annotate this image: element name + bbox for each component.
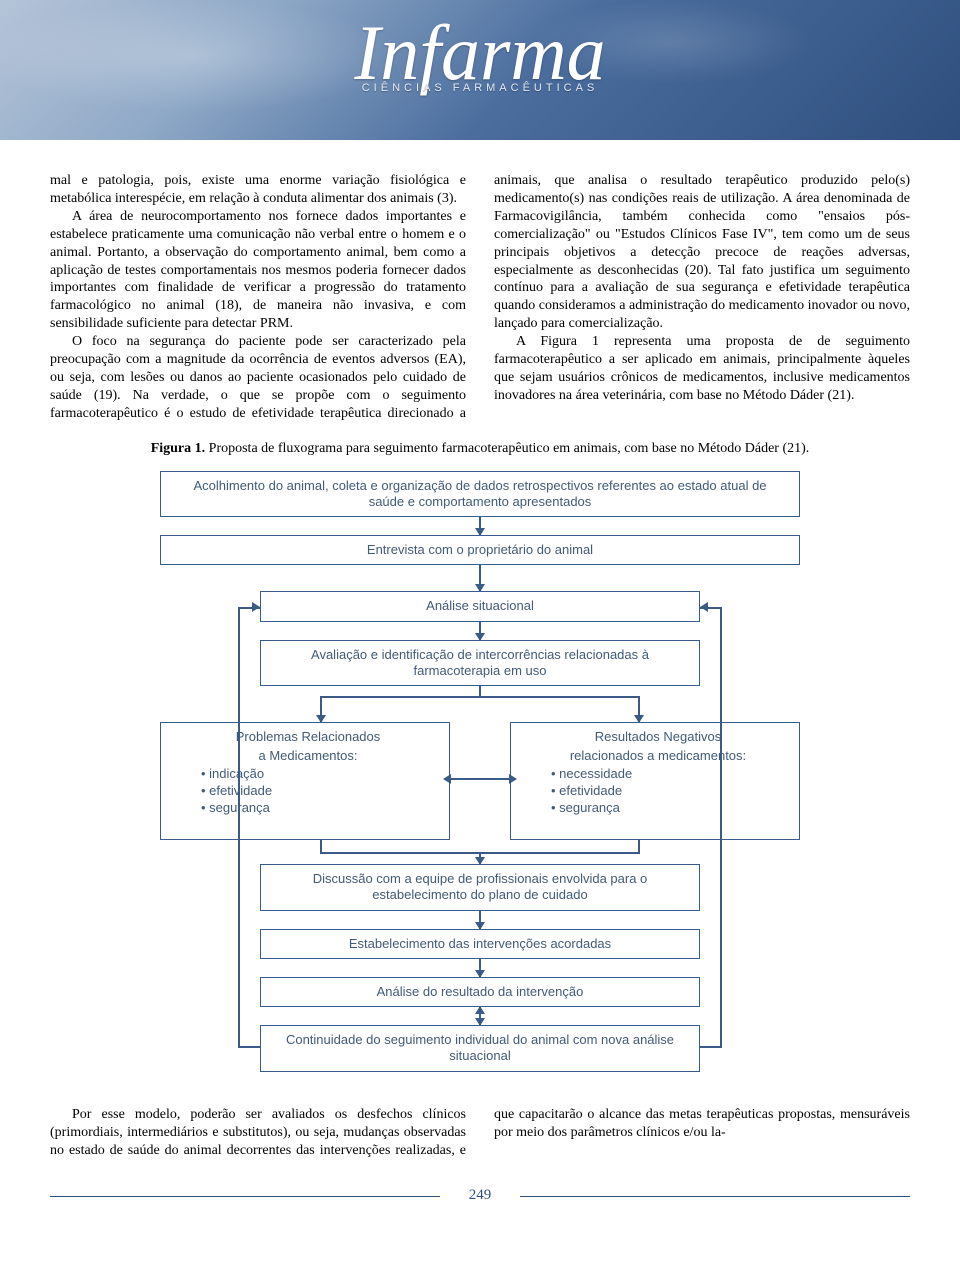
flow-connector (479, 517, 481, 535)
flow-box-analise: Análise situacional (260, 591, 700, 621)
flow-connector (479, 622, 481, 640)
figure-label: Figura 1. (151, 441, 205, 456)
arrow-icon (700, 602, 708, 612)
flow-connector (479, 959, 481, 977)
flow-loop-left (238, 607, 260, 1049)
flow-box-prm: Problemas Relacionados a Medicamentos: i… (160, 722, 450, 840)
flow-box-acolhimento: Acolhimento do animal, coleta e organiza… (160, 471, 800, 518)
paragraph: Por esse modelo, poderão ser avaliados o… (50, 1106, 910, 1160)
list-item: efetividade (201, 783, 435, 800)
list-item: segurança (201, 800, 435, 817)
logo-subtitle: CIÊNCIAS FARMACÊUTICAS (0, 82, 960, 94)
paragraph: A área de neurocomportamento nos fornece… (50, 208, 466, 333)
flow-connector (479, 1007, 481, 1025)
flow-box-intervencoes: Estabelecimento das intervenções acordad… (260, 929, 700, 959)
arrow-icon (252, 602, 260, 612)
figure-caption-text: Proposta de fluxograma para seguimento f… (205, 441, 809, 456)
flow-box-entrevista: Entrevista com o proprietário do animal (160, 535, 800, 565)
double-arrow-icon (450, 778, 510, 780)
box-title: relacionados a medicamentos: (531, 748, 785, 765)
box-list: necessidade efetividade segurança (551, 766, 785, 816)
page-content: mal e patologia, pois, existe uma enorme… (0, 140, 960, 1244)
list-item: efetividade (551, 783, 785, 800)
flow-connector (479, 911, 481, 929)
flowchart: Acolhimento do animal, coleta e organiza… (160, 471, 800, 1072)
figure-caption: Figura 1. Proposta de fluxograma para se… (50, 441, 910, 457)
list-item: necessidade (551, 766, 785, 783)
flow-loop-right (700, 607, 722, 1049)
paragraph: A Figura 1 representa uma proposta de de… (494, 333, 910, 405)
list-item: segurança (551, 800, 785, 817)
page-number: 249 (50, 1187, 910, 1204)
box-list: indicação efetividade segurança (201, 766, 435, 816)
logo-title: Infarma (0, 18, 960, 88)
flow-box-continuidade: Continuidade do seguimento individual do… (260, 1025, 700, 1072)
flow-box-avaliacao: Avaliação e identificação de intercorrên… (260, 640, 700, 687)
journal-header-banner: Infarma CIÊNCIAS FARMACÊUTICAS (0, 0, 960, 140)
body-two-columns: mal e patologia, pois, existe uma enorme… (50, 172, 910, 423)
box-title: Resultados Negativos (531, 729, 785, 746)
list-item: indicação (201, 766, 435, 783)
logo-block: Infarma CIÊNCIAS FARMACÊUTICAS (0, 18, 960, 94)
paragraph: mal e patologia, pois, existe uma enorme… (50, 172, 466, 208)
box-title: Problemas Relacionados (181, 729, 435, 746)
flow-box-discussao: Discussão com a equipe de profissionais … (260, 864, 700, 911)
closing-two-columns: Por esse modelo, poderão ser avaliados o… (50, 1106, 910, 1160)
flow-connector (479, 565, 481, 591)
box-title: a Medicamentos: (181, 748, 435, 765)
flow-box-rnm: Resultados Negativos relacionados a medi… (510, 722, 800, 840)
flow-box-analise-resultado: Análise do resultado da intervenção (260, 977, 700, 1007)
